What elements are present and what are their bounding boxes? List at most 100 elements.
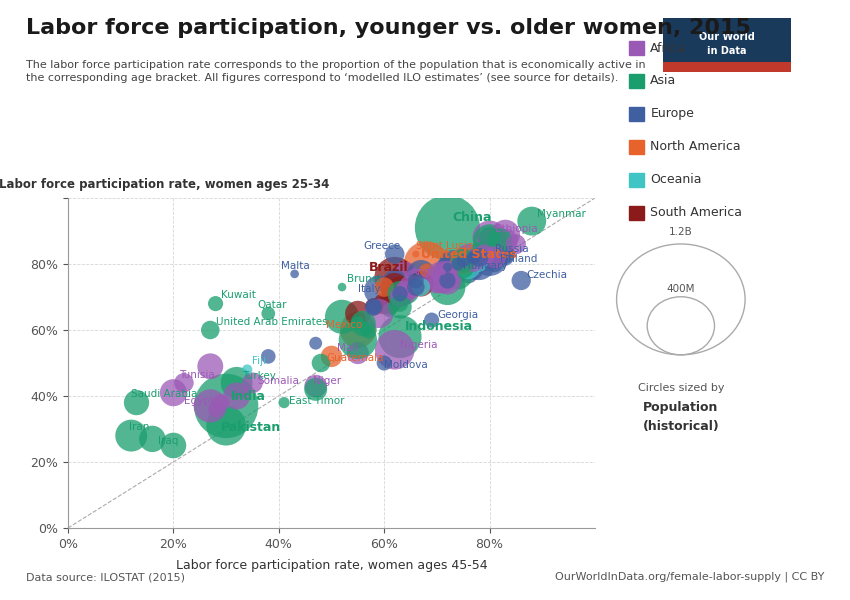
Point <box>404 283 417 292</box>
Point <box>473 246 486 256</box>
Point <box>130 398 144 407</box>
Point <box>467 256 480 265</box>
Point <box>499 236 513 246</box>
Text: Czechia: Czechia <box>526 271 568 280</box>
Point <box>499 250 513 259</box>
Text: Niger: Niger <box>313 376 341 386</box>
Point <box>394 289 407 299</box>
Point <box>483 236 496 246</box>
Point <box>382 299 396 308</box>
Point <box>440 283 454 292</box>
Text: Guatemala: Guatemala <box>326 353 383 363</box>
Point <box>493 236 507 246</box>
Point <box>219 421 233 431</box>
Point <box>440 275 454 285</box>
Point <box>409 275 422 285</box>
Point <box>451 259 465 269</box>
Point <box>435 272 449 282</box>
Text: 400M: 400M <box>666 284 695 294</box>
Text: Greece: Greece <box>363 241 400 251</box>
FancyBboxPatch shape <box>663 18 790 72</box>
Text: China: China <box>453 211 492 224</box>
Point <box>335 283 348 292</box>
Point <box>488 259 502 269</box>
Point <box>288 269 302 278</box>
Text: Finland: Finland <box>500 254 537 264</box>
Point <box>488 253 502 262</box>
Point <box>351 348 365 358</box>
Point <box>499 253 513 262</box>
Point <box>456 256 470 265</box>
X-axis label: Labor force participation rate, women ages 45-54: Labor force participation rate, women ag… <box>176 559 487 572</box>
Text: (historical): (historical) <box>643 419 719 433</box>
Text: Malta: Malta <box>281 260 310 271</box>
Point <box>230 391 243 401</box>
Point <box>499 229 513 239</box>
Point <box>467 266 480 275</box>
Point <box>351 308 365 318</box>
Point <box>409 250 422 259</box>
Point <box>388 250 401 259</box>
Point <box>394 292 407 302</box>
Text: Labor force participation rate, women ages 25-34: Labor force participation rate, women ag… <box>0 178 330 191</box>
Point <box>473 256 486 265</box>
Point <box>473 259 486 269</box>
Point <box>241 365 254 374</box>
Point <box>483 250 496 259</box>
Point <box>167 440 180 450</box>
Point <box>399 286 412 295</box>
Point <box>361 325 375 335</box>
Point <box>124 431 138 440</box>
Point <box>456 263 470 272</box>
Point <box>388 275 401 285</box>
Point <box>456 259 470 269</box>
Text: Hungary: Hungary <box>463 260 507 271</box>
Text: The labor force participation rate corresponds to the proportion of the populati: The labor force participation rate corre… <box>26 60 645 83</box>
Text: Kuwait: Kuwait <box>221 290 256 300</box>
Point <box>409 275 422 285</box>
Text: OurWorldInData.org/female-labor-supply | CC BY: OurWorldInData.org/female-labor-supply |… <box>555 571 824 582</box>
Point <box>388 272 401 282</box>
Point <box>467 253 480 262</box>
Point <box>219 401 233 410</box>
Point <box>420 259 434 269</box>
Text: in Data: in Data <box>707 46 746 56</box>
Point <box>440 263 454 272</box>
Point <box>388 345 401 355</box>
Point <box>145 434 159 443</box>
Point <box>399 286 412 295</box>
Point <box>351 325 365 335</box>
Point <box>440 275 454 285</box>
Text: Tunisia: Tunisia <box>178 370 214 379</box>
Point <box>473 259 486 269</box>
Text: Brunei: Brunei <box>348 274 382 284</box>
Point <box>462 263 475 272</box>
Point <box>394 299 407 308</box>
Point <box>462 263 475 272</box>
Text: East Timor: East Timor <box>289 396 345 406</box>
Point <box>177 378 190 388</box>
Text: Population: Population <box>643 401 718 414</box>
Point <box>367 302 381 312</box>
Point <box>525 216 539 226</box>
Point <box>514 275 528 285</box>
Point <box>483 233 496 242</box>
Text: North America: North America <box>650 140 741 154</box>
Text: Indonesia: Indonesia <box>405 320 473 334</box>
Text: Labor force participation, younger vs. older women, 2015: Labor force participation, younger vs. o… <box>26 18 751 38</box>
Point <box>478 250 491 259</box>
Point <box>483 233 496 242</box>
Text: Brazil: Brazil <box>368 261 408 274</box>
Text: Data source: ILOSTAT (2015): Data source: ILOSTAT (2015) <box>26 572 184 582</box>
Text: Nigeria: Nigeria <box>400 340 438 350</box>
Point <box>478 250 491 259</box>
Text: Africa: Africa <box>650 41 686 55</box>
Point <box>451 259 465 269</box>
Point <box>351 335 365 344</box>
Text: Iran: Iran <box>128 422 149 432</box>
Point <box>440 266 454 275</box>
Point <box>440 263 454 272</box>
Point <box>414 279 428 289</box>
Text: Mali: Mali <box>337 343 358 353</box>
Point <box>214 398 228 407</box>
